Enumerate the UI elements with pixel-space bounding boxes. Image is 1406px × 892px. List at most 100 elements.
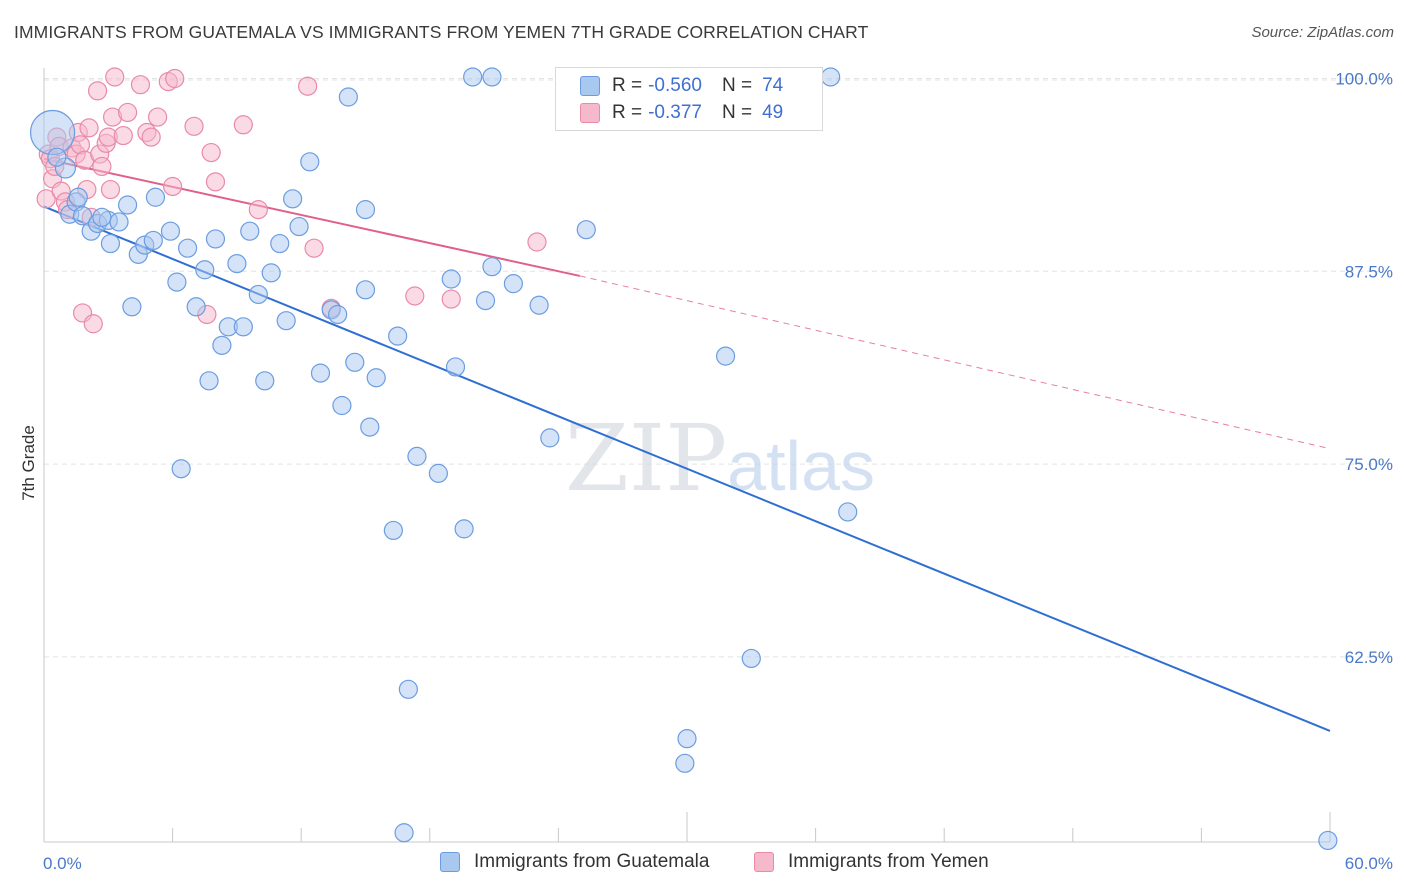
x-tick-labels: 0.0% 60.0% — [43, 854, 1393, 873]
bottom-legend-swatch-yemen — [754, 852, 774, 872]
bottom-legend-swatch-guatemala — [440, 852, 460, 872]
point-guatemala-31 — [261, 263, 281, 283]
point-guatemala-8 — [100, 233, 121, 254]
point-yemen-32 — [141, 127, 161, 147]
point-guatemala-18 — [171, 459, 191, 479]
point-yemen-43 — [298, 76, 318, 96]
point-yemen-47 — [441, 289, 461, 309]
point-guatemala-30 — [255, 371, 275, 391]
point-guatemala-19 — [178, 238, 198, 258]
point-guatemala-69 — [838, 502, 858, 522]
bottom-legend: Immigrants from Guatemala Immigrants fro… — [0, 851, 1406, 877]
point-guatemala-14 — [143, 230, 163, 251]
grid-lines — [44, 78, 1392, 658]
point-yemen-40 — [205, 172, 226, 192]
watermark: ZIPatlas — [565, 405, 875, 512]
point-guatemala-61 — [529, 295, 549, 315]
point-guatemala-27 — [233, 317, 253, 337]
point-guatemala-20 — [186, 297, 206, 317]
point-guatemala-44 — [355, 200, 376, 220]
source-label: Source: ZipAtlas.com — [1251, 24, 1394, 41]
point-guatemala-26 — [227, 253, 247, 274]
point-guatemala-48 — [388, 326, 408, 346]
point-guatemala-73 — [92, 207, 112, 227]
bottom-legend-yemen: Immigrants from Yemen — [754, 851, 989, 873]
point-guatemala-58 — [482, 257, 502, 277]
point-yemen-36 — [165, 68, 185, 89]
legend-n-value: 74 — [762, 75, 784, 96]
point-guatemala-51 — [407, 446, 427, 466]
point-guatemala-72 — [68, 187, 88, 207]
legend-swatch-guatemala — [580, 76, 600, 96]
point-guatemala-17 — [167, 272, 187, 292]
x-tick-label-1: 60.0% — [1345, 854, 1393, 873]
point-guatemala-62 — [540, 428, 560, 448]
point-guatemala-65 — [677, 729, 697, 749]
point-guatemala-15 — [145, 187, 166, 207]
point-guatemala-39 — [328, 304, 348, 325]
legend-row-yemen: R = -0.377 N = 49 — [580, 101, 783, 125]
y-tick-label-1: 75.0% — [1345, 455, 1393, 474]
point-yemen-30 — [130, 75, 151, 95]
point-yemen-25 — [100, 179, 121, 200]
point-guatemala-0 — [29, 109, 76, 156]
bottom-legend-label-guatemala: Immigrants from Guatemala — [474, 851, 710, 872]
legend-r-label: R = — [612, 102, 643, 123]
point-guatemala-16 — [160, 221, 181, 241]
point-yemen-33 — [147, 107, 168, 127]
point-yemen-48 — [527, 232, 547, 252]
point-guatemala-57 — [475, 291, 496, 311]
watermark-zip: ZIP — [565, 405, 727, 512]
legend-r-label: R = — [612, 75, 643, 96]
legend-r-value: -0.377 — [648, 102, 702, 123]
y-tick-label-0: 62.5% — [1345, 648, 1393, 667]
point-yemen-42 — [248, 200, 268, 220]
point-guatemala-36 — [300, 152, 320, 172]
point-guatemala-37 — [310, 363, 331, 383]
point-guatemala-40 — [332, 395, 352, 416]
point-guatemala-42 — [345, 352, 365, 372]
point-guatemala-11 — [122, 297, 142, 317]
point-yemen-0 — [36, 189, 56, 209]
legend-row-guatemala: R = -0.560 N = 74 — [580, 74, 783, 98]
legend-n-label: N = — [721, 102, 753, 123]
bottom-legend-label-yemen: Immigrants from Yemen — [788, 851, 989, 872]
point-guatemala-59 — [482, 67, 502, 87]
point-guatemala-35 — [289, 216, 309, 237]
point-yemen-20 — [87, 81, 108, 101]
point-guatemala-10 — [117, 195, 138, 215]
point-guatemala-68 — [821, 67, 841, 87]
point-guatemala-64 — [675, 753, 695, 773]
point-guatemala-23 — [205, 229, 226, 249]
point-guatemala-46 — [366, 368, 386, 388]
point-guatemala-32 — [270, 233, 290, 254]
y-tick-label-3: 100.0% — [1335, 70, 1393, 89]
point-yemen-41 — [233, 115, 253, 135]
point-guatemala-60 — [503, 274, 523, 294]
y-tick-label-2: 87.5% — [1345, 262, 1393, 281]
point-guatemala-28 — [240, 221, 260, 241]
point-yemen-27 — [105, 67, 125, 87]
trend-line-guatemala — [43, 205, 1331, 732]
point-guatemala-53 — [441, 269, 461, 289]
point-guatemala-45 — [360, 417, 380, 437]
legend: R = -0.560 N = 74 R = -0.377 N = 49 — [555, 67, 823, 131]
point-yemen-22 — [92, 156, 112, 177]
legend-n-label: N = — [721, 75, 753, 96]
legend-r-value: -0.560 — [648, 75, 702, 96]
point-yemen-46 — [405, 286, 425, 306]
point-guatemala-21 — [195, 260, 215, 280]
point-yemen-29 — [117, 102, 138, 123]
point-guatemala-71 — [47, 147, 67, 167]
point-guatemala-56 — [463, 67, 483, 87]
point-yemen-16 — [79, 118, 99, 138]
point-guatemala-52 — [428, 463, 448, 483]
data-points — [29, 67, 1338, 851]
point-guatemala-4 — [72, 206, 93, 226]
point-guatemala-49 — [394, 823, 414, 843]
trend-line-yemen — [43, 157, 581, 277]
point-guatemala-24 — [212, 335, 232, 355]
point-guatemala-43 — [355, 280, 376, 300]
point-yemen-37 — [184, 116, 204, 136]
point-guatemala-54 — [445, 357, 466, 377]
